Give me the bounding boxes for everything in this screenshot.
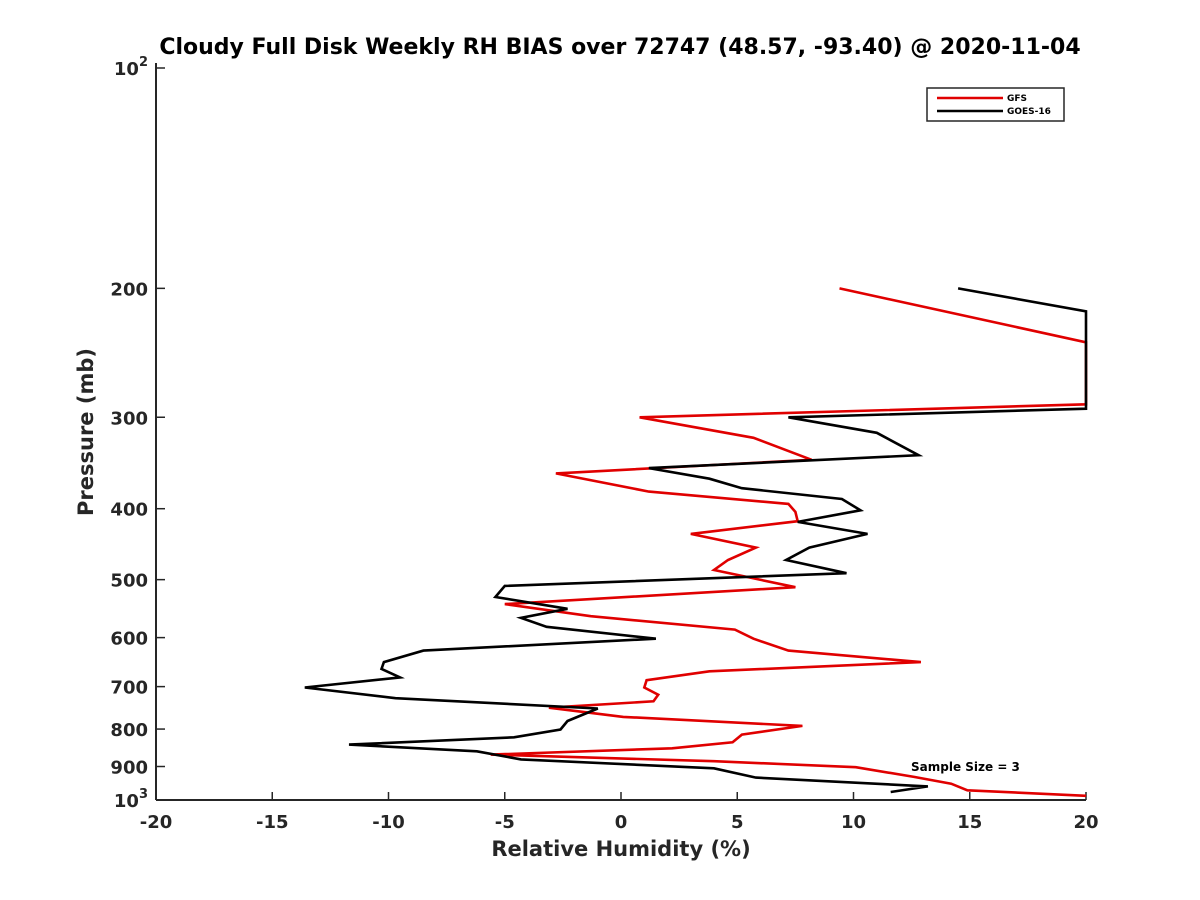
legend: GFS GOES-16 [926, 87, 1065, 122]
x-tick-label: 20 [1073, 812, 1098, 833]
y-axis-label: Pressure (mb) [74, 348, 98, 516]
y-tick-label: 800 [110, 720, 148, 741]
x-tick-label: 15 [957, 812, 982, 833]
y-tick-label: 102 [114, 55, 148, 80]
series-line-goes16 [304, 287, 1088, 794]
axes [155, 63, 1086, 801]
legend-box [926, 87, 1065, 122]
x-tick-label: 5 [731, 812, 744, 833]
y-tick-label: 200 [110, 279, 148, 300]
y-tick-base: 10 [114, 59, 139, 80]
x-tick-label: 0 [615, 812, 628, 833]
sample-size-annotation: Sample Size = 3 [911, 760, 1020, 774]
x-tick-label: -5 [495, 812, 515, 833]
y-tick-label: 900 [110, 758, 148, 779]
x-ticks: -20 -15 -10 -5 0 5 10 15 20 [140, 792, 1099, 833]
y-tick-label: 103 [114, 787, 148, 812]
x-tick-label: -15 [256, 812, 289, 833]
y-tick-base: 10 [114, 791, 139, 812]
y-tick-label: 400 [110, 500, 148, 521]
x-tick-label: 10 [841, 812, 866, 833]
y-tick-exponent: 3 [139, 787, 148, 802]
y-tick-label: 700 [110, 678, 148, 699]
chart-title: Cloudy Full Disk Weekly RH BIAS over 727… [159, 35, 1080, 60]
y-tick-label: 500 [110, 571, 148, 592]
legend-label-gfs: GFS [1007, 94, 1027, 104]
series-line-gfs [490, 287, 1088, 798]
y-tick-exponent: 2 [139, 55, 148, 70]
legend-label-goes16: GOES-16 [1007, 107, 1051, 117]
y-tick-label: 600 [110, 629, 148, 650]
x-tick-label: -10 [372, 812, 405, 833]
x-tick-label: -20 [140, 812, 173, 833]
series-layer [304, 287, 1088, 798]
y-tick-label: 300 [110, 408, 148, 429]
x-axis-label: Relative Humidity (%) [491, 837, 750, 861]
